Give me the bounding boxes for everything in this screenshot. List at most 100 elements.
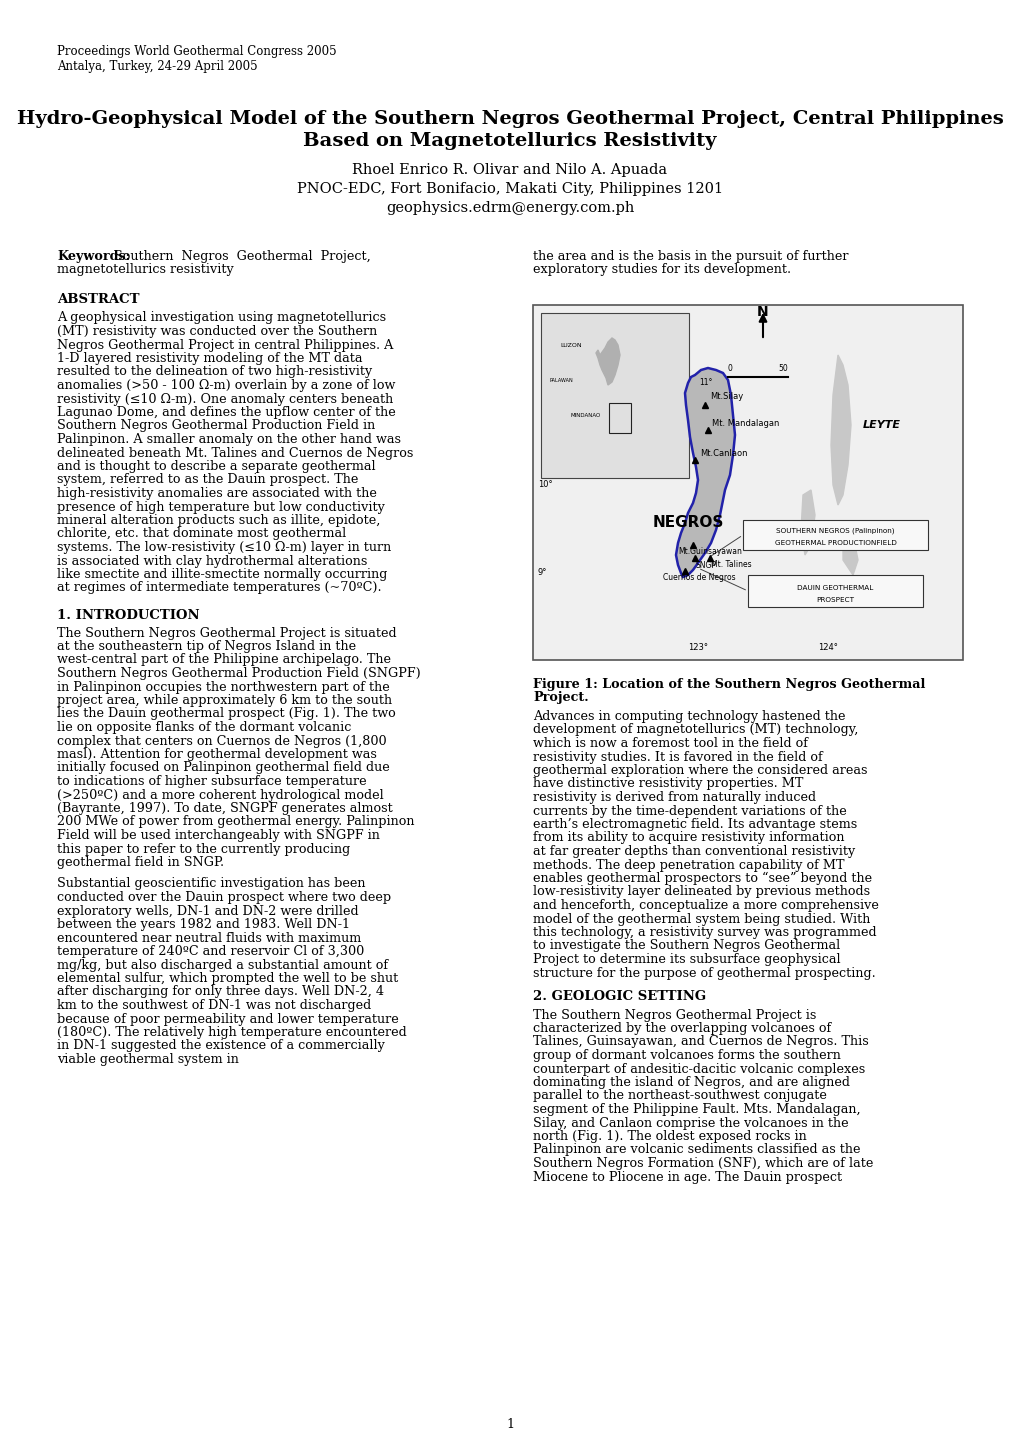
- Text: PROSPECT: PROSPECT: [815, 597, 854, 603]
- Text: Proceedings World Geothermal Congress 2005: Proceedings World Geothermal Congress 20…: [57, 45, 336, 58]
- Text: Mt.Guinsayawan: Mt.Guinsayawan: [678, 547, 741, 556]
- Text: 1. INTRODUCTION: 1. INTRODUCTION: [57, 609, 200, 622]
- Text: magnetotellurics resistivity: magnetotellurics resistivity: [57, 264, 233, 277]
- Text: and is thought to describe a separate geothermal: and is thought to describe a separate ge…: [57, 460, 375, 473]
- Text: A geophysical investigation using magnetotellurics: A geophysical investigation using magnet…: [57, 312, 386, 325]
- Text: LUZON: LUZON: [559, 343, 581, 348]
- Text: elemental sulfur, which prompted the well to be shut: elemental sulfur, which prompted the wel…: [57, 973, 397, 986]
- Text: exploratory studies for its development.: exploratory studies for its development.: [533, 264, 791, 277]
- Text: segment of the Philippine Fault. Mts. Mandalagan,: segment of the Philippine Fault. Mts. Ma…: [533, 1102, 860, 1115]
- Text: SOUTHERN NEGROS (Palinpinon): SOUTHERN NEGROS (Palinpinon): [775, 528, 894, 534]
- Polygon shape: [676, 368, 735, 577]
- Text: 11°: 11°: [699, 378, 712, 387]
- Text: systems. The low-resistivity (≤10 Ω-m) layer in turn: systems. The low-resistivity (≤10 Ω-m) l…: [57, 541, 391, 554]
- Polygon shape: [830, 355, 850, 505]
- Text: at far greater depths than conventional resistivity: at far greater depths than conventional …: [533, 846, 854, 859]
- Text: system, referred to as the Dauin prospect. The: system, referred to as the Dauin prospec…: [57, 473, 358, 486]
- Text: because of poor permeability and lower temperature: because of poor permeability and lower t…: [57, 1013, 398, 1026]
- Text: high-resistivity anomalies are associated with the: high-resistivity anomalies are associate…: [57, 486, 376, 501]
- Text: earth’s electromagnetic field. Its advantage stems: earth’s electromagnetic field. Its advan…: [533, 818, 856, 831]
- Text: development of magnetotellurics (MT) technology,: development of magnetotellurics (MT) tec…: [533, 723, 858, 736]
- Text: viable geothermal system in: viable geothermal system in: [57, 1053, 238, 1066]
- Text: Mt.Silay: Mt.Silay: [709, 392, 743, 401]
- Text: exploratory wells, DN-1 and DN-2 were drilled: exploratory wells, DN-1 and DN-2 were dr…: [57, 905, 359, 918]
- Text: resistivity studies. It is favored in the field of: resistivity studies. It is favored in th…: [533, 750, 822, 763]
- Text: characterized by the overlapping volcanoes of: characterized by the overlapping volcano…: [533, 1022, 830, 1035]
- Text: masl). Attention for geothermal development was: masl). Attention for geothermal developm…: [57, 747, 376, 760]
- Text: geothermal field in SNGP.: geothermal field in SNGP.: [57, 856, 224, 869]
- Text: resistivity (≤10 Ω-m). One anomaly centers beneath: resistivity (≤10 Ω-m). One anomaly cente…: [57, 392, 393, 405]
- Text: 1-D layered resistivity modeling of the MT data: 1-D layered resistivity modeling of the …: [57, 352, 362, 365]
- Text: km to the southwest of DN-1 was not discharged: km to the southwest of DN-1 was not disc…: [57, 999, 371, 1012]
- Text: the area and is the basis in the pursuit of further: the area and is the basis in the pursuit…: [533, 250, 848, 263]
- Polygon shape: [842, 535, 857, 574]
- Text: temperature of 240ºC and reservoir Cl of 3,300: temperature of 240ºC and reservoir Cl of…: [57, 945, 364, 958]
- Text: 9°: 9°: [537, 569, 547, 577]
- Text: initially focused on Palinpinon geothermal field due: initially focused on Palinpinon geotherm…: [57, 762, 389, 775]
- Text: lie on opposite flanks of the dormant volcanic: lie on opposite flanks of the dormant vo…: [57, 722, 351, 734]
- Text: 50: 50: [777, 364, 788, 372]
- Text: Palinpinon. A smaller anomaly on the other hand was: Palinpinon. A smaller anomaly on the oth…: [57, 433, 400, 446]
- Text: presence of high temperature but low conductivity: presence of high temperature but low con…: [57, 501, 384, 514]
- Text: Silay, and Canlaon comprise the volcanoes in the: Silay, and Canlaon comprise the volcanoe…: [533, 1117, 848, 1130]
- Text: at the southeastern tip of Negros Island in the: at the southeastern tip of Negros Island…: [57, 641, 356, 654]
- Text: west-central part of the Philippine archipelago. The: west-central part of the Philippine arch…: [57, 654, 390, 667]
- Text: chlorite, etc. that dominate most geothermal: chlorite, etc. that dominate most geothe…: [57, 528, 345, 541]
- Text: lies the Dauin geothermal prospect (Fig. 1). The two: lies the Dauin geothermal prospect (Fig.…: [57, 707, 395, 720]
- Text: geophysics.edrm@energy.com.ph: geophysics.edrm@energy.com.ph: [385, 201, 634, 215]
- Text: mg/kg, but also discharged a substantial amount of: mg/kg, but also discharged a substantial…: [57, 958, 388, 971]
- Polygon shape: [800, 491, 814, 556]
- Text: and henceforth, conceptualize a more comprehensive: and henceforth, conceptualize a more com…: [533, 899, 878, 912]
- Text: like smectite and illite-smectite normally occurring: like smectite and illite-smectite normal…: [57, 569, 387, 582]
- Text: Hydro-Geophysical Model of the Southern Negros Geothermal Project, Central Phili: Hydro-Geophysical Model of the Southern …: [16, 110, 1003, 128]
- Text: Miocene to Pliocene in age. The Dauin prospect: Miocene to Pliocene in age. The Dauin pr…: [533, 1170, 842, 1183]
- Text: MINDANAO: MINDANAO: [571, 413, 600, 418]
- Text: resulted to the delineation of two high-resistivity: resulted to the delineation of two high-…: [57, 365, 372, 378]
- Text: PNOC-EDC, Fort Bonifacio, Makati City, Philippines 1201: PNOC-EDC, Fort Bonifacio, Makati City, P…: [297, 182, 722, 196]
- Text: (Bayrante, 1997). To date, SNGPF generates almost: (Bayrante, 1997). To date, SNGPF generat…: [57, 802, 392, 815]
- Text: 124°: 124°: [817, 644, 838, 652]
- Text: (>250ºC) and a more coherent hydrological model: (>250ºC) and a more coherent hydrologica…: [57, 788, 383, 801]
- Text: The Southern Negros Geothermal Project is situated: The Southern Negros Geothermal Project i…: [57, 626, 396, 639]
- Text: SNGP: SNGP: [695, 561, 716, 570]
- Polygon shape: [595, 338, 620, 385]
- Text: GEOTHERMAL PRODUCTIONFIELD: GEOTHERMAL PRODUCTIONFIELD: [773, 540, 896, 545]
- Text: Rhoel Enrico R. Olivar and Nilo A. Apuada: Rhoel Enrico R. Olivar and Nilo A. Apuad…: [353, 163, 666, 177]
- Text: Lagunao Dome, and defines the upflow center of the: Lagunao Dome, and defines the upflow cen…: [57, 405, 395, 418]
- Text: have distinctive resistivity properties. MT: have distinctive resistivity properties.…: [533, 778, 803, 791]
- Text: model of the geothermal system being studied. With: model of the geothermal system being stu…: [533, 912, 869, 925]
- Text: encountered near neutral fluids with maximum: encountered near neutral fluids with max…: [57, 932, 361, 945]
- Text: after discharging for only three days. Well DN-2, 4: after discharging for only three days. W…: [57, 986, 383, 999]
- Text: this paper to refer to the currently producing: this paper to refer to the currently pro…: [57, 843, 350, 856]
- Text: geothermal exploration where the considered areas: geothermal exploration where the conside…: [533, 763, 866, 776]
- Text: 1: 1: [505, 1418, 514, 1431]
- Text: this technology, a resistivity survey was programmed: this technology, a resistivity survey wa…: [533, 926, 875, 939]
- Text: (180ºC). The relatively high temperature encountered: (180ºC). The relatively high temperature…: [57, 1026, 407, 1039]
- Text: Mt.Canlaon: Mt.Canlaon: [699, 449, 747, 457]
- Text: Southern  Negros  Geothermal  Project,: Southern Negros Geothermal Project,: [114, 250, 370, 263]
- Text: from its ability to acquire resistivity information: from its ability to acquire resistivity …: [533, 831, 844, 844]
- Text: Talines, Guinsayawan, and Cuernos de Negros. This: Talines, Guinsayawan, and Cuernos de Neg…: [533, 1036, 868, 1049]
- Bar: [533, 304, 962, 659]
- Text: 123°: 123°: [688, 644, 707, 652]
- Text: parallel to the northeast-southwest conjugate: parallel to the northeast-southwest conj…: [533, 1089, 826, 1102]
- Text: to investigate the Southern Negros Geothermal: to investigate the Southern Negros Geoth…: [533, 939, 840, 952]
- Bar: [742, 519, 927, 550]
- Text: Southern Negros Geothermal Production Field in: Southern Negros Geothermal Production Fi…: [57, 420, 375, 433]
- Text: PALAWAN: PALAWAN: [548, 378, 573, 382]
- Text: at regimes of intermediate temperatures (~70ºC).: at regimes of intermediate temperatures …: [57, 582, 381, 595]
- Text: currents by the time-dependent variations of the: currents by the time-dependent variation…: [533, 805, 846, 818]
- Bar: [747, 574, 922, 608]
- Text: enables geothermal prospectors to “see” beyond the: enables geothermal prospectors to “see” …: [533, 872, 871, 885]
- Text: anomalies (>50 - 100 Ω-m) overlain by a zone of low: anomalies (>50 - 100 Ω-m) overlain by a …: [57, 380, 395, 392]
- Text: Southern Negros Geothermal Production Field (SNGPF): Southern Negros Geothermal Production Fi…: [57, 667, 421, 680]
- Text: in DN-1 suggested the existence of a commercially: in DN-1 suggested the existence of a com…: [57, 1039, 384, 1052]
- Bar: [540, 313, 688, 478]
- Text: Palinpinon are volcanic sediments classified as the: Palinpinon are volcanic sediments classi…: [533, 1143, 860, 1156]
- Text: in Palinpinon occupies the northwestern part of the: in Palinpinon occupies the northwestern …: [57, 681, 389, 694]
- Text: LEYTE: LEYTE: [862, 420, 900, 430]
- Text: 10°: 10°: [537, 481, 552, 489]
- Text: mineral alteration products such as illite, epidote,: mineral alteration products such as illi…: [57, 514, 380, 527]
- Text: complex that centers on Cuernos de Negros (1,800: complex that centers on Cuernos de Negro…: [57, 734, 386, 747]
- Text: dominating the island of Negros, and are aligned: dominating the island of Negros, and are…: [533, 1076, 849, 1089]
